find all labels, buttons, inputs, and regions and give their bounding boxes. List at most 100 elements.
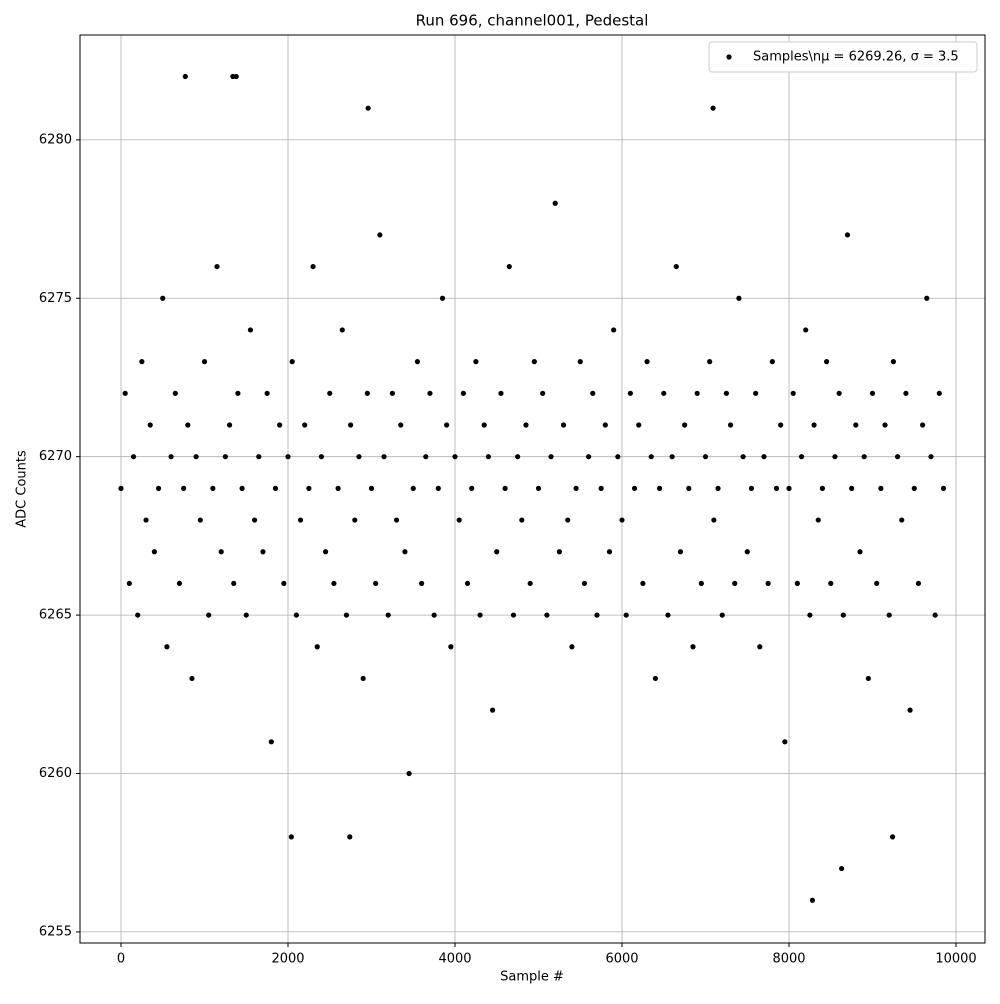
point [281, 580, 287, 587]
point [773, 485, 780, 491]
point [849, 485, 855, 491]
point [293, 612, 299, 618]
point [899, 517, 905, 523]
point [485, 454, 492, 460]
point [185, 422, 191, 428]
point [377, 232, 383, 238]
point [627, 390, 633, 396]
point [481, 422, 487, 428]
point [753, 390, 759, 396]
point [176, 580, 183, 587]
point [669, 454, 675, 460]
point [889, 834, 896, 840]
point [757, 644, 763, 650]
point [285, 454, 291, 460]
point [143, 517, 149, 523]
point [288, 834, 294, 840]
point [615, 454, 621, 460]
point [648, 454, 654, 460]
point [506, 263, 512, 270]
point [836, 390, 842, 396]
point [590, 390, 596, 396]
point [226, 422, 233, 428]
point [331, 580, 337, 587]
y-tick-label: 6280 [39, 132, 72, 147]
point [419, 580, 425, 587]
point [427, 390, 433, 396]
point [736, 295, 742, 301]
point [502, 485, 508, 491]
point [122, 390, 128, 396]
point [565, 517, 571, 523]
point [652, 675, 659, 682]
point [210, 485, 216, 491]
point [252, 517, 258, 523]
point [711, 517, 717, 523]
point [339, 327, 345, 333]
point [811, 422, 817, 428]
point [715, 485, 721, 491]
point [201, 359, 208, 365]
point [702, 454, 709, 460]
point [857, 549, 863, 555]
point [335, 485, 341, 491]
point [761, 454, 767, 460]
legend-label: Samples\nμ = 6269.26, σ = 3.5 [753, 50, 959, 65]
point [206, 612, 212, 618]
point [402, 549, 408, 555]
point [577, 359, 583, 365]
point [623, 612, 629, 618]
point [765, 580, 771, 587]
point [786, 485, 792, 491]
point [719, 612, 725, 618]
point [160, 295, 166, 301]
point [193, 454, 199, 460]
point [940, 485, 947, 491]
point [348, 422, 354, 428]
point [214, 263, 220, 270]
point [832, 454, 838, 460]
point [218, 549, 224, 555]
legend-box [708, 41, 978, 73]
point [498, 390, 504, 396]
point [352, 517, 358, 523]
point [886, 612, 892, 618]
point [289, 359, 295, 365]
point [602, 422, 608, 428]
y-axis-label: ADC Counts [15, 450, 30, 528]
point [619, 517, 625, 523]
point [928, 454, 934, 460]
point [569, 644, 575, 650]
point [932, 612, 938, 618]
point [732, 580, 738, 587]
point [139, 359, 145, 365]
point [673, 263, 679, 270]
x-tick-label: 6000 [605, 952, 638, 967]
point [460, 390, 466, 396]
point [744, 549, 750, 555]
point [694, 390, 700, 396]
point [456, 517, 462, 523]
point [748, 485, 755, 491]
plot-frame [79, 34, 986, 944]
point [515, 454, 521, 460]
point [915, 580, 922, 587]
point [389, 390, 395, 396]
y-tick-label: 6265 [39, 608, 72, 623]
point [911, 485, 917, 491]
point [527, 580, 533, 587]
point [247, 327, 254, 333]
point [920, 422, 926, 428]
point [297, 517, 304, 523]
point [306, 485, 312, 491]
point [243, 612, 249, 618]
point [790, 390, 796, 396]
point [631, 485, 638, 491]
point [439, 295, 446, 301]
point [318, 454, 325, 460]
point [239, 485, 245, 491]
point [469, 485, 475, 491]
point [552, 200, 558, 206]
point [606, 549, 613, 555]
point [661, 390, 667, 396]
